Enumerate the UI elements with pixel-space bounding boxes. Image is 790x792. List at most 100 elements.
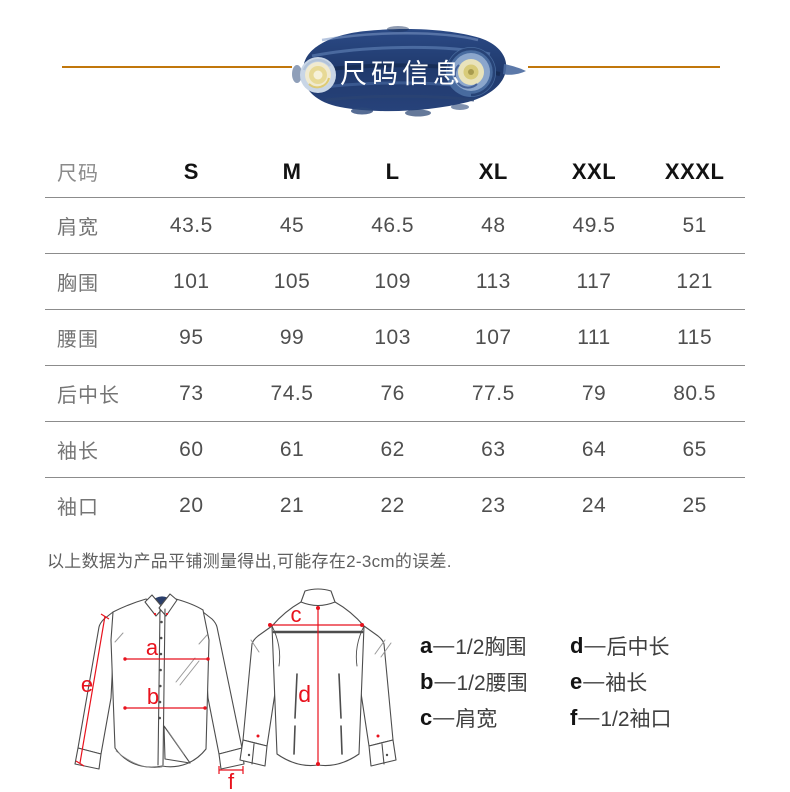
starry-night-brushstroke: 尺码信息 xyxy=(292,26,526,117)
legend-text: 1/2腰围 xyxy=(456,672,528,695)
cell: 105 xyxy=(273,269,311,293)
row-label: 袖口 xyxy=(57,497,99,519)
cell: 62 xyxy=(380,437,405,461)
legend-text: 1/2胸围 xyxy=(455,636,527,659)
legend-item-a: a —1/2胸围 xyxy=(420,628,570,664)
cell: 21 xyxy=(279,493,305,517)
cell: 109 xyxy=(374,269,411,293)
cell: 43.5 xyxy=(169,213,213,237)
cell: 101 xyxy=(173,269,210,293)
table-row-sleeve-length: 袖长 60 61 62 63 64 65 xyxy=(45,422,745,478)
measure-label-f: f xyxy=(228,769,235,792)
legend-dash: — xyxy=(434,670,456,693)
cell: 103 xyxy=(374,325,411,349)
row-label: 袖长 xyxy=(57,441,99,463)
cell: 107 xyxy=(475,325,512,349)
table-row-cuff: 袖口 20 21 22 23 24 25 xyxy=(45,478,745,533)
legend-dash: — xyxy=(583,670,605,693)
cell: 20 xyxy=(179,493,204,517)
row-label: 后中长 xyxy=(57,385,120,407)
page-header: 尺码信息 xyxy=(0,0,790,128)
row-label: 胸围 xyxy=(57,273,99,295)
cell: 49.5 xyxy=(572,213,616,237)
cell: 115 xyxy=(677,325,713,349)
legend-text: 袖长 xyxy=(605,672,648,695)
legend-text: 1/2袖口 xyxy=(600,708,672,731)
legend-text: 后中长 xyxy=(606,636,670,659)
size-header-s: S xyxy=(183,158,199,184)
legend-item-d: d — 后中长 xyxy=(570,628,672,664)
cell: 76 xyxy=(380,381,405,405)
legend-key: a xyxy=(420,633,433,658)
legend-dash: — xyxy=(433,634,455,657)
cell: 25 xyxy=(682,493,707,517)
legend-dash: — xyxy=(584,634,606,657)
measure-legend: a —1/2胸围 b —1/2腰围 c — 肩宽 d — 后中长 e — 袖长 f —1/2袖口 xyxy=(420,628,672,736)
legend-item-b: b —1/2腰围 xyxy=(420,664,570,700)
legend-item-c: c — 肩宽 xyxy=(420,700,570,736)
table-row-back-length: 后中长 73 74.5 76 77.5 79 80.5 xyxy=(45,366,745,422)
legend-item-f: f —1/2袖口 xyxy=(570,700,672,736)
size-column-header: 尺码 xyxy=(57,163,99,185)
cell: 23 xyxy=(481,493,506,517)
cell: 45 xyxy=(279,213,305,237)
table-row-chest: 胸围 101 105 109 113 117 121 xyxy=(45,254,745,310)
measure-diagram-section: a b e f c d a —1/2胸围 b —1/2腰围 c — 肩宽 xyxy=(0,578,790,792)
legend-column-left: a —1/2胸围 b —1/2腰围 c — 肩宽 xyxy=(420,628,570,736)
measure-label-c: c xyxy=(291,602,302,627)
cell: 77.5 xyxy=(471,381,515,405)
cell: 74.5 xyxy=(270,381,314,405)
legend-key: d xyxy=(570,633,584,658)
cell: 24 xyxy=(581,493,607,517)
legend-dash: — xyxy=(433,706,455,729)
size-header-xl: XL xyxy=(478,158,508,184)
left-star-swirl xyxy=(300,57,336,93)
cell: 64 xyxy=(581,437,607,461)
cell: 61 xyxy=(279,437,305,461)
table-row-shoulder: 肩宽 43.5 45 46.5 48 49.5 51 xyxy=(45,198,745,254)
measure-label-d: d xyxy=(298,681,311,707)
measure-label-a: a xyxy=(146,635,159,660)
row-label: 腰围 xyxy=(57,329,99,351)
cell: 48 xyxy=(481,213,506,237)
cell: 63 xyxy=(481,437,506,461)
row-label: 肩宽 xyxy=(57,217,99,239)
legend-column-right: d — 后中长 e — 袖长 f —1/2袖口 xyxy=(570,628,672,736)
legend-key: c xyxy=(420,705,433,730)
cell: 22 xyxy=(380,493,405,517)
legend-dash: — xyxy=(578,706,600,729)
cell: 51 xyxy=(682,213,707,237)
size-header-l: L xyxy=(385,158,400,184)
cell: 79 xyxy=(581,381,607,405)
cell: 99 xyxy=(279,325,305,349)
cell: 46.5 xyxy=(371,213,415,237)
cell: 111 xyxy=(577,325,611,349)
table-row-waist: 腰围 95 99 103 107 111 115 xyxy=(45,310,745,366)
cell: 113 xyxy=(475,269,511,293)
cell: 121 xyxy=(676,269,713,293)
measure-label-e: e xyxy=(81,672,93,697)
cell: 65 xyxy=(682,437,707,461)
size-header-m: M xyxy=(282,158,302,184)
cell: 117 xyxy=(576,269,612,293)
size-table-header-row: 尺码 S M L XL XXL XXXL xyxy=(45,146,745,198)
measurement-note: 以上数据为产品平铺测量得出,可能存在2-3cm的误差. xyxy=(47,552,452,571)
legend-item-e: e — 袖长 xyxy=(570,664,672,700)
shirt-measure-diagram: a b e f c d xyxy=(74,588,397,792)
header-rule-left xyxy=(62,66,292,68)
cell: 60 xyxy=(179,437,204,461)
legend-text: 肩宽 xyxy=(455,708,498,731)
size-table: 尺码 S M L XL XXL XXXL 肩宽 43.5 45 46.5 48 … xyxy=(45,146,745,533)
page-title: 尺码信息 xyxy=(340,59,464,89)
legend-key: f xyxy=(570,705,578,730)
size-header-xxxl: XXXL xyxy=(664,158,725,184)
cell: 80.5 xyxy=(673,381,717,405)
size-header-xxl: XXL xyxy=(571,158,617,184)
legend-key: b xyxy=(420,669,434,694)
measure-label-b: b xyxy=(147,684,159,709)
right-star-swirl xyxy=(446,47,496,97)
header-rule-right xyxy=(528,66,720,68)
legend-key: e xyxy=(570,669,583,694)
cell: 95 xyxy=(179,325,204,349)
